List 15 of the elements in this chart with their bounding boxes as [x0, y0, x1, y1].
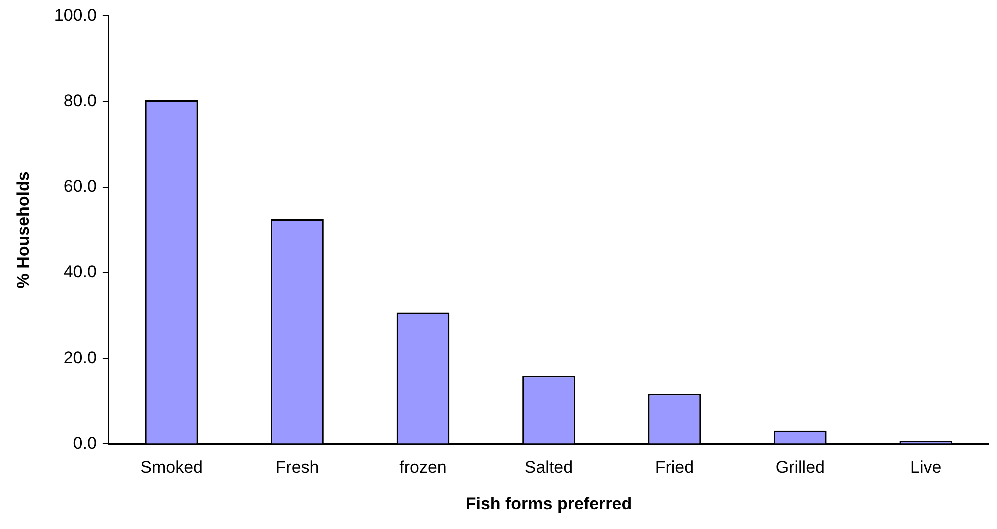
- x-tick-label: Grilled: [776, 458, 825, 478]
- x-tick-label: Smoked: [140, 458, 203, 478]
- y-tick-label: 100.0: [54, 6, 97, 25]
- y-tick-label: 40.0: [64, 262, 97, 282]
- y-tick-label: 80.0: [64, 91, 97, 110]
- x-tick-label: Salted: [524, 458, 574, 478]
- x-axis-title: Fish forms preferred: [466, 494, 632, 514]
- y-tick-label: 0.0: [73, 434, 97, 453]
- x-tick-label: frozen: [400, 458, 447, 478]
- x-tick-label: Fresh: [276, 458, 320, 478]
- y-tick-label: 20.0: [64, 348, 97, 368]
- y-tick-label: 60.0: [64, 177, 97, 196]
- y-axis-title: % Households: [14, 172, 33, 289]
- x-tick-label: Fried: [655, 458, 694, 478]
- x-tick-label: Live: [910, 458, 942, 478]
